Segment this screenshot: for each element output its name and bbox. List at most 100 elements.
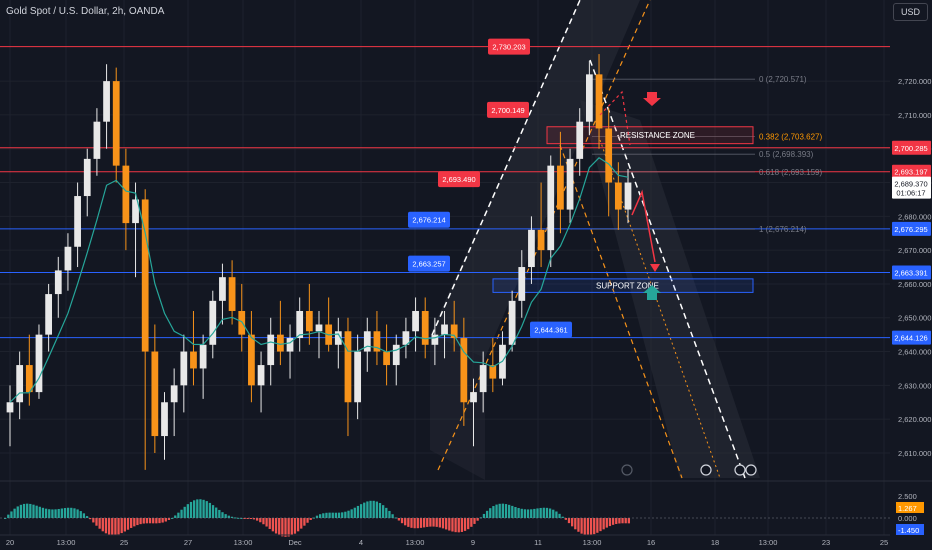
event-flag-icon (734, 464, 746, 476)
candle-body (605, 128, 613, 183)
osc-bar (552, 509, 555, 518)
osc-bar (136, 518, 139, 526)
osc-bar (48, 509, 51, 518)
osc-bar (274, 518, 278, 534)
osc-bar (130, 518, 133, 528)
osc-bar (117, 518, 120, 535)
event-flag-icon (745, 464, 757, 476)
currency-button[interactable]: USD (893, 3, 928, 21)
callout-badge (408, 255, 450, 272)
candle-body (479, 365, 487, 393)
osc-bar (142, 518, 145, 524)
osc-bar (57, 508, 60, 518)
candle-body (566, 158, 574, 210)
osc-bar (152, 518, 155, 524)
osc-bar (382, 505, 385, 518)
osc-bar (495, 504, 498, 518)
osc-bar (41, 507, 45, 518)
candle-body (305, 310, 313, 332)
axis-level-label-4: 2,663.391 (894, 268, 927, 277)
x-tick-label: 25 (880, 538, 888, 547)
y-tick-label: 2,620.000 (898, 415, 931, 424)
osc-bar (542, 507, 545, 518)
osc-bar (413, 518, 416, 529)
osc-bar (180, 509, 183, 518)
x-tick-label: 16 (647, 538, 655, 547)
osc-bar (344, 511, 347, 518)
osc-bar (155, 518, 158, 524)
osc-bar (51, 509, 54, 518)
candle-body (614, 182, 622, 210)
candle-body (373, 331, 381, 352)
osc-bar (410, 518, 413, 528)
candle-body (180, 351, 188, 386)
up-arrow-icon (643, 285, 661, 300)
osc-bar (328, 512, 331, 518)
support-zone-label: SUPPORT ZONE (596, 282, 659, 291)
osc-bar (4, 518, 7, 519)
candle-body (537, 229, 545, 251)
osc-bar (303, 518, 306, 526)
resistance-zone-label: RESISTANCE ZONE (620, 131, 695, 140)
current-price-badge (892, 176, 931, 199)
osc-bar (564, 518, 567, 520)
osc-bar (536, 508, 539, 518)
osc-bar (621, 518, 624, 524)
candle-body (489, 365, 497, 379)
osc-bar (111, 518, 114, 536)
y-tick-label: 2,630.000 (898, 381, 931, 390)
osc-bar (278, 518, 281, 536)
osc-bar (174, 515, 177, 518)
osc-bar (530, 509, 533, 518)
candle-body (103, 81, 110, 122)
osc-bar (476, 518, 479, 521)
osc-bar (325, 512, 328, 518)
osc-bar (605, 518, 608, 528)
candle-body (64, 246, 72, 271)
osc-bar (615, 518, 618, 524)
callout-label-2: 2,693.490 (442, 175, 475, 184)
candle-body (460, 338, 468, 403)
projection-arrowhead (650, 264, 660, 272)
callout-badge (408, 211, 450, 228)
y-tick-label: 2,610.000 (898, 449, 931, 458)
osc-bar (520, 508, 523, 518)
callout-badge (530, 321, 572, 338)
osc-bar (492, 506, 495, 518)
osc-bar (76, 509, 79, 518)
osc-bar (407, 518, 410, 527)
osc-bar (347, 510, 350, 518)
osc-bar (148, 518, 152, 524)
osc-bar (13, 508, 16, 518)
osc-bar (319, 514, 322, 518)
osc-bar (561, 516, 564, 518)
osc-bar (16, 506, 19, 518)
x-tick-label: Dec (288, 538, 302, 547)
candle-body (276, 334, 284, 352)
candle-body (450, 324, 458, 339)
candle-body (470, 392, 477, 403)
osc-bar (26, 503, 29, 518)
candle-body (161, 402, 168, 437)
osc-bar (256, 518, 259, 521)
x-tick-label: 4 (359, 538, 363, 547)
osc-bar (489, 508, 492, 518)
osc-bar (350, 509, 353, 518)
x-tick-label: 11 (534, 538, 542, 547)
candle-body (421, 310, 429, 345)
candle-body (141, 199, 149, 352)
osc-bar (114, 518, 117, 536)
osc-bar (375, 501, 378, 518)
osc-bar (378, 503, 382, 518)
candle-body (45, 294, 53, 335)
projection-path (631, 189, 656, 263)
channel-line-lower-ext (597, 0, 651, 116)
osc-bar (309, 518, 312, 521)
y-tick-label: 2,710.000 (898, 111, 931, 120)
osc-bar (177, 512, 180, 518)
osc-bar (624, 518, 627, 524)
osc-bar (224, 514, 227, 518)
osc-bar (54, 509, 57, 518)
y-tick-label: 2,660.000 (898, 280, 931, 289)
